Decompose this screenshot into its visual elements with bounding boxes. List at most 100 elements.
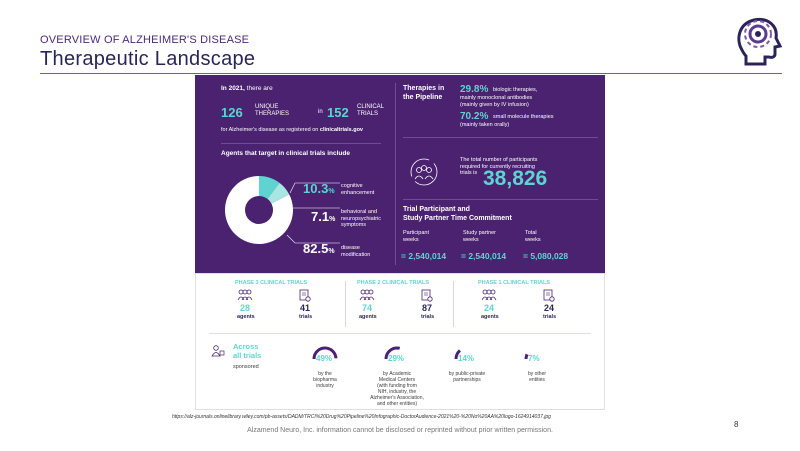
pipeline-heading-1: Therapies in (403, 85, 445, 92)
small-molecule-label-1: small molecule therapies (493, 114, 554, 120)
head-brain-logo-icon (728, 10, 786, 68)
sponsor-label-line: partnerships (453, 377, 481, 383)
sponsor-label-line: NIH, industry, the (377, 389, 417, 395)
cognitive-unit: % (328, 188, 335, 195)
phase1-trials-count: 24 (544, 303, 555, 313)
sponsor-label-2: by public-private partnerships (427, 371, 507, 383)
phase3-agents-count: 28 (240, 303, 251, 313)
commit-heading-1: Trial Participant and (403, 206, 470, 213)
behavioral-pct: 7.1 (311, 209, 330, 224)
participants-number: 38,826 (483, 167, 548, 190)
donut-pct-cognitive: 10.3% (303, 181, 335, 196)
participants-l2: required for currently recruiting (460, 163, 535, 170)
intro-line: In 2021, there are (221, 85, 273, 92)
sponsor-arcs (312, 346, 550, 372)
sponsor-label-line: Alzheimer's Association, (370, 395, 424, 401)
phase1-trials-icon (543, 289, 555, 302)
total-l2: weeks (525, 236, 541, 243)
commit-col-participant-label: Participant weeks (403, 230, 429, 243)
biologic-label-1: biologic therapies, (493, 87, 538, 93)
sponsor-person-icon (211, 345, 225, 357)
phase-separator-2 (453, 281, 454, 327)
title-rule (40, 73, 782, 74)
phase3-trials-icon (299, 289, 311, 302)
sponsor-label-line: and other entities) (376, 401, 418, 407)
sponsor-arc-1 (384, 346, 401, 360)
phase2-trials-label: trials (421, 314, 435, 320)
trials-label-2: TRIALS (357, 111, 379, 117)
participant-l1: Participant (403, 230, 429, 236)
phase-separator-1 (345, 281, 346, 327)
phase2-trials-icon (421, 289, 433, 302)
phase2-agents-count: 74 (362, 303, 373, 313)
sponsor-label-line: by public-private (448, 371, 486, 377)
trials-label-1: CLINICAL (357, 104, 385, 110)
total-l1: Total (525, 230, 537, 236)
sponsor-label-line: (with funding from (377, 383, 417, 389)
across-2: all trials (233, 350, 262, 360)
phase1-trials-label: trials (543, 314, 557, 320)
sponsor-arc-0 (312, 346, 338, 360)
unique-therapies-label: UNIQUE THERAPIES (255, 104, 289, 118)
behavioral-l1: behavioral and (341, 209, 378, 215)
small-molecule-pct: 70.2% (460, 111, 489, 122)
phase1-agents-count: 24 (484, 303, 495, 313)
commit-col-participant-value: = 2,540,014 (401, 251, 447, 261)
participant-l2: weeks (403, 236, 419, 243)
phase3-agents-icon (237, 289, 253, 301)
donut-label-cognitive: cognitive enhancement (341, 183, 374, 196)
donut-label-disease: disease modification (341, 245, 370, 258)
phase2-agents-label: agents (359, 314, 377, 320)
phase1-title: PHASE 1 CLINICAL TRIALS (478, 280, 551, 286)
commit-col-total-value: = 5,080,028 (523, 251, 569, 261)
biologic-label-2: mainly monoclonal antibodies (460, 95, 533, 101)
phase1-agents-icon (481, 289, 497, 301)
registered-line: for Alzheimer's disease as registered on… (221, 127, 363, 133)
behavioral-l3: symptoms (341, 222, 367, 228)
phase2-title: PHASE 2 CLINICAL TRIALS (357, 280, 430, 286)
unique-therapies-number: 126 (221, 105, 243, 120)
phase3-trials-label: trials (299, 314, 313, 320)
confidentiality-note: Alzamend Neuro, Inc. information cannot … (247, 427, 553, 434)
registered-prefix: for Alzheimer's disease as registered on (221, 127, 319, 133)
phase-bottom-divider (209, 333, 591, 334)
unique-label-2: THERAPIES (255, 111, 290, 117)
partner-l2: weeks (463, 236, 479, 243)
commit-col-partner-value: = 2,540,014 (461, 251, 507, 261)
partner-l1: Study partner (463, 230, 497, 236)
biologic-label-3: (mainly given by IV infusion) (460, 101, 529, 108)
donut-hole (245, 196, 273, 224)
behavioral-unit: % (329, 216, 336, 223)
phase2-trials-count: 87 (422, 303, 433, 313)
commit-heading-2: Study Partner Time Commitment (403, 214, 512, 222)
sponsor-label-3: by other entities (497, 371, 577, 383)
sponsor-label-line: entities (529, 377, 545, 383)
agent-target-donut-chart (224, 176, 293, 244)
donut-pct-behavioral: 7.1% (311, 209, 335, 224)
slide-kicker: OVERVIEW OF ALZHEIMER'S DISEASE (40, 34, 250, 46)
behavioral-l2: neuropsychiatric (341, 215, 382, 222)
pipeline-divider (403, 137, 598, 138)
intro-year: In 2021, (221, 85, 245, 92)
disease-l2: modification (341, 251, 371, 258)
phase2-agents-icon (359, 289, 375, 301)
disease-unit: % (328, 248, 335, 255)
pipeline-heading-2: the Pipeline (403, 93, 443, 101)
sponsor-label-line: biopharma (313, 377, 337, 383)
biologic-label-rest: mainly monoclonal antibodies (mainly give… (460, 95, 532, 108)
donut-pct-disease: 82.5% (303, 241, 335, 256)
cognitive-l2: enhancement (341, 189, 375, 196)
sponsor-label-line: industry (316, 383, 334, 389)
infographic-bottom-panel (195, 273, 605, 410)
disease-l1: disease (341, 245, 360, 251)
sponsor-label-line: Medical Centers (378, 377, 416, 383)
participants-divider (403, 199, 598, 200)
disease-pct: 82.5 (303, 241, 329, 256)
small-molecule-label-2: (mainly taken orally) (460, 122, 510, 128)
commit-col-total-label: Total weeks (525, 230, 541, 243)
cognitive-pct: 10.3 (303, 181, 329, 196)
pipeline-infographic: In 2021, there are 126 UNIQUE THERAPIES i… (195, 75, 605, 410)
intro-rest: there are (246, 85, 273, 92)
participants-l1: The total number of participants (460, 157, 538, 163)
clinical-trials-number: 152 (327, 105, 349, 120)
